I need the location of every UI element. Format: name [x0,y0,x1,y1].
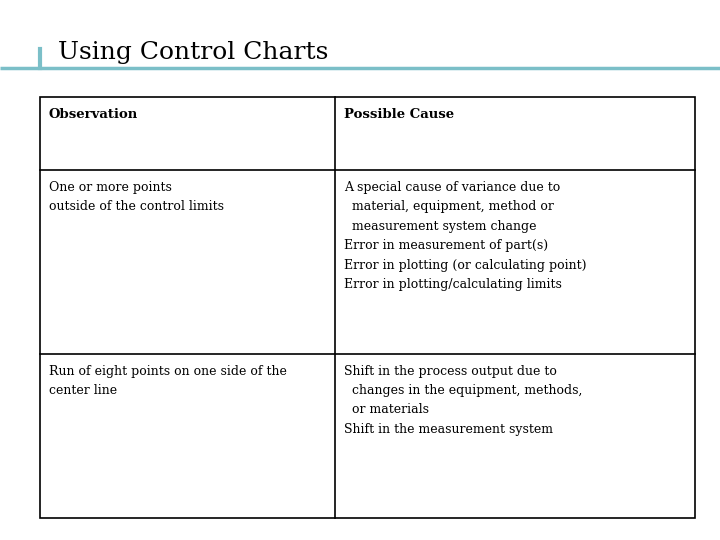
Text: Possible Cause: Possible Cause [344,108,454,121]
Text: outside of the control limits: outside of the control limits [49,200,224,213]
Text: Observation: Observation [49,108,138,121]
Text: Error in plotting/calculating limits: Error in plotting/calculating limits [344,278,562,291]
Text: One or more points: One or more points [49,181,172,194]
Text: measurement system change: measurement system change [344,220,536,233]
Bar [40,97,695,518]
Text: Shift in the process output due to: Shift in the process output due to [344,364,557,377]
Text: Error in plotting (or calculating point): Error in plotting (or calculating point) [344,259,587,272]
Text: material, equipment, method or: material, equipment, method or [344,200,554,213]
Text: changes in the equipment, methods,: changes in the equipment, methods, [344,384,582,397]
Text: or materials: or materials [344,403,429,416]
Text: A special cause of variance due to: A special cause of variance due to [344,181,560,194]
Text: Shift in the measurement system: Shift in the measurement system [344,423,553,436]
Text: center line: center line [49,384,117,397]
Text: Error in measurement of part(s): Error in measurement of part(s) [344,239,549,252]
Text: Using Control Charts: Using Control Charts [58,40,328,64]
Text: Run of eight points on one side of the: Run of eight points on one side of the [49,364,287,377]
